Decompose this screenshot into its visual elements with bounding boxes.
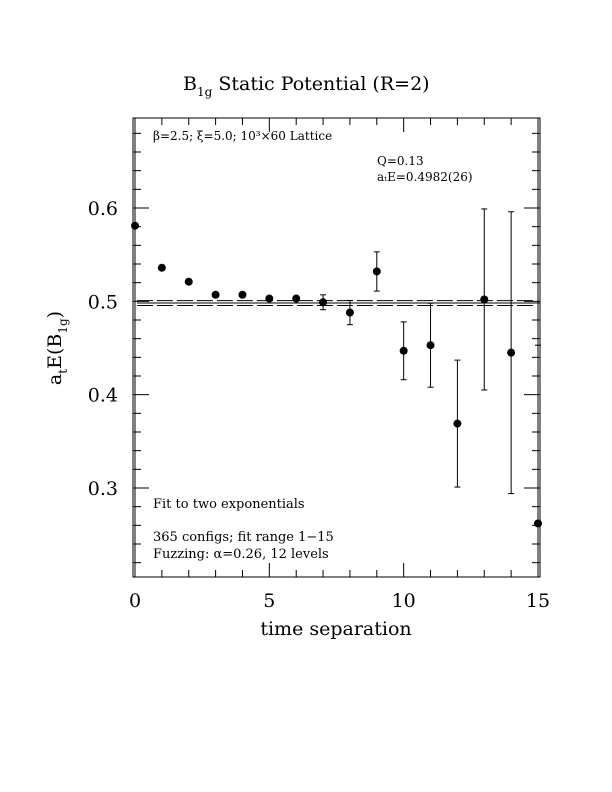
fit-band <box>136 300 540 306</box>
data-point <box>265 294 274 303</box>
x-tick-label: 10 <box>392 590 416 612</box>
data-point <box>480 295 489 304</box>
data-point <box>399 346 408 355</box>
data-point <box>238 290 247 299</box>
y-tick-label: 0.5 <box>88 291 118 313</box>
annotation-lattice: β=2.5; ξ=5.0; 10³×60 Lattice <box>153 129 332 143</box>
annotation-energy: aₜE=0.4982(26) <box>377 170 473 184</box>
data-point <box>453 419 462 428</box>
data-point <box>534 519 542 528</box>
data-point <box>292 294 301 303</box>
data-point <box>319 298 328 307</box>
data-point <box>372 267 381 276</box>
plot-frame <box>132 117 541 578</box>
y-tick-labels: 0.3 0.4 0.5 0.6 <box>88 198 118 500</box>
data-point <box>507 348 516 357</box>
x-tick-label: 15 <box>526 590 550 612</box>
y-tick-label: 0.6 <box>88 198 118 220</box>
annotation-fit: Fit to two exponentials <box>153 497 305 512</box>
annotation-fuzzing: Fuzzing: α=0.26, 12 levels <box>153 547 329 562</box>
data-point <box>184 277 193 286</box>
annotation-q: Q=0.13 <box>377 154 424 168</box>
x-axis-label: time separation <box>260 618 411 640</box>
annotation-configs: 365 configs; fit range 1−15 <box>153 530 334 545</box>
data-point <box>211 290 220 299</box>
y-axis-label: atE(B1g) <box>44 311 70 385</box>
y-tick-label: 0.4 <box>88 385 118 407</box>
x-tick-label: 5 <box>263 590 275 612</box>
chart-title: B1g Static Potential (R=2) <box>183 73 430 99</box>
data-points <box>131 208 542 577</box>
data-point <box>131 221 139 230</box>
y-tick-label: 0.3 <box>88 478 118 500</box>
data-point <box>426 341 435 350</box>
x-tick-label: 0 <box>129 590 141 612</box>
data-point <box>345 308 354 317</box>
data-point <box>157 263 166 272</box>
x-tick-labels: 0 5 10 15 <box>129 590 550 612</box>
axis-ticks <box>133 118 540 577</box>
